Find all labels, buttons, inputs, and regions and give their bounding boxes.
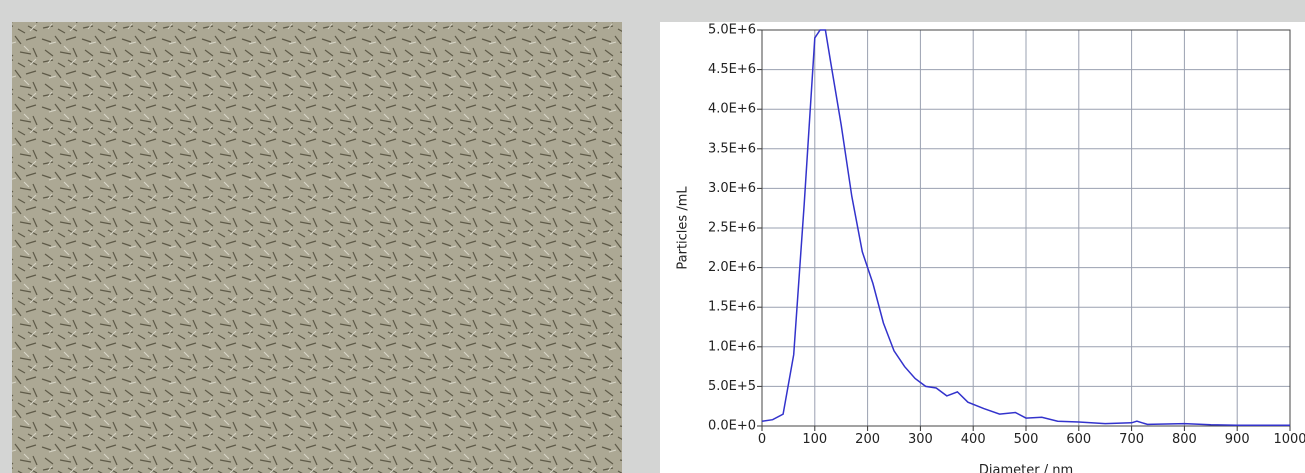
y-tick-label: 1.5E+6 [708, 300, 756, 315]
y-tick-label: 2.0E+6 [708, 260, 756, 275]
y-tick-label: 2.5E+6 [708, 221, 756, 236]
plot-frame [761, 29, 1291, 427]
data-line [761, 29, 1290, 426]
x-tick-label: 0 [758, 432, 766, 447]
y-axis-title: Particles /mL [676, 186, 691, 270]
chart-panel [660, 22, 1305, 473]
x-tick-label: 800 [1172, 432, 1197, 447]
y-tick-label: 1.0E+6 [708, 339, 756, 354]
x-tick-label: 300 [908, 432, 933, 447]
y-tick-label: 0.0E+0 [708, 419, 756, 434]
y-tick-label: 3.5E+6 [708, 141, 756, 156]
x-tick-label: 1000 [1273, 432, 1305, 447]
micrograph-photo [12, 22, 622, 473]
x-tick-label: 400 [961, 432, 986, 447]
y-tick-label: 3.0E+6 [708, 181, 756, 196]
y-tick-label: 5.0E+5 [708, 379, 756, 394]
x-tick-label: 700 [1119, 432, 1144, 447]
x-tick-label: 200 [855, 432, 880, 447]
x-tick-label: 100 [802, 432, 827, 447]
x-tick-label: 600 [1066, 432, 1091, 447]
y-tick-label: 5.0E+6 [708, 23, 756, 38]
x-tick-label: 900 [1225, 432, 1250, 447]
y-tick-label: 4.5E+6 [708, 62, 756, 77]
x-tick-label: 500 [1014, 432, 1039, 447]
plot: 0.0E+0 5.0E+5 1.0E+6 1.5E+6 2.0E+6 2.5E+6 3.0E… [708, 23, 1305, 447]
x-axis-title: Diameter / nm [979, 463, 1073, 473]
y-tick-label: 4.0E+6 [708, 102, 756, 117]
